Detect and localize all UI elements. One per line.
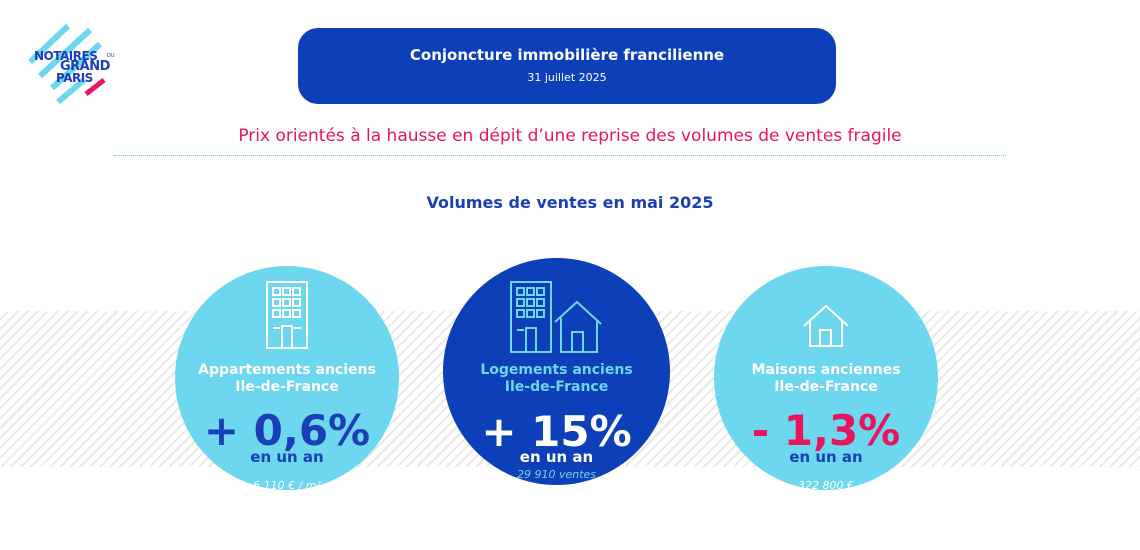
- card-detail: 29 910 ventes: [516, 468, 597, 481]
- notaires-logo[interactable]: NOTAIRES DU GRAND PARIS: [28, 24, 115, 108]
- logo-stripes-icon: [28, 24, 106, 105]
- page-subtitle: Prix orientés à la hausse en dépit d’une…: [238, 126, 902, 146]
- apartment-building-icon: [175, 280, 399, 350]
- card-period: en un an: [519, 448, 594, 466]
- card-label-line1: Logements anciens: [480, 362, 633, 378]
- card-value: - 1,3%: [751, 406, 901, 455]
- card-label-line2: Ile-de-France: [774, 379, 878, 395]
- card-label-line2: Ile-de-France: [504, 379, 609, 395]
- dotted-divider: [114, 155, 1006, 156]
- card-period: en un an: [250, 448, 324, 466]
- section-title: Volumes de ventes en mai 2025: [426, 193, 714, 212]
- banner-date: 31 juillet 2025: [527, 71, 607, 84]
- building-and-house-icon: [443, 280, 670, 354]
- header-banner: Conjoncture immobilière francilienne 31 …: [298, 28, 836, 104]
- card-maisons: Maisons anciennes Ile-de-France - 1,3% e…: [714, 266, 938, 492]
- logo-text-grand: GRAND: [60, 59, 110, 74]
- logo-text-notaires: NOTAIRES: [34, 49, 98, 63]
- card-value: + 15%: [481, 407, 632, 456]
- card-appartements: Appartements anciens Ile-de-France + 0,6…: [175, 266, 399, 492]
- house-icon: [714, 304, 938, 348]
- logo-text-du: DU: [107, 53, 115, 59]
- card-detail: 6 110 € / m²: [253, 479, 321, 492]
- card-label-line2: Ile-de-France: [235, 379, 339, 395]
- card-label-line1: Appartements anciens: [198, 362, 376, 378]
- card-logements: Logements anciens Ile-de-France + 15% en…: [443, 258, 670, 485]
- card-value: + 0,6%: [203, 406, 371, 455]
- card-detail: 322 800 €: [798, 479, 854, 492]
- card-label-line1: Maisons anciennes: [751, 362, 901, 378]
- banner-title: Conjoncture immobilière francilienne: [409, 46, 725, 64]
- logo-text-paris: PARIS: [56, 71, 93, 85]
- card-period: en un an: [789, 448, 863, 466]
